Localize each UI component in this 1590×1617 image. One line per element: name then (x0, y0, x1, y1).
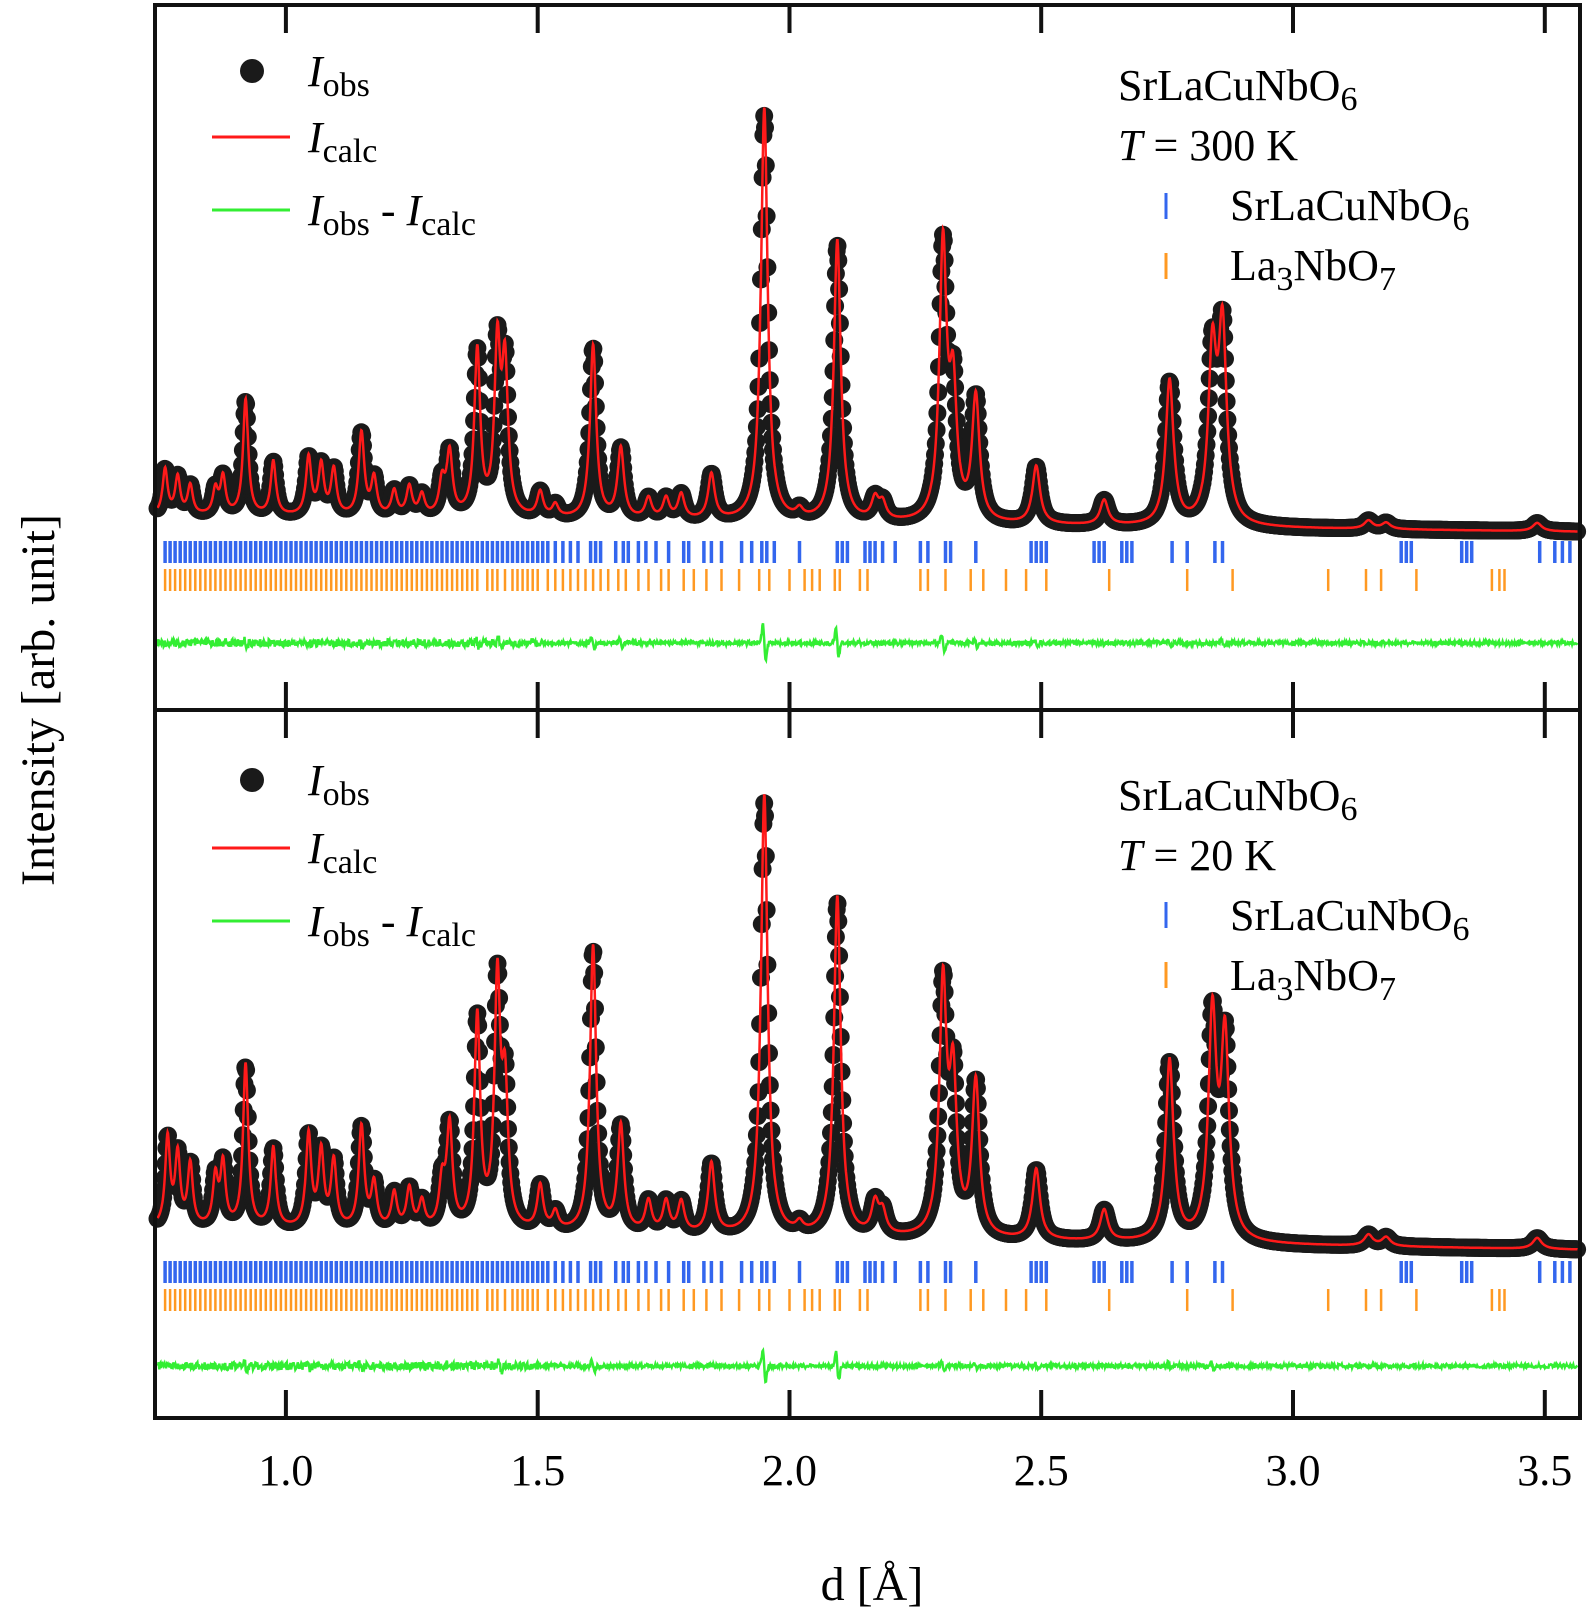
x-tick-labels: 1.0 1.5 2.0 2.5 3.0 3.5 (258, 1446, 1572, 1495)
x-tick-label: 1.0 (258, 1446, 313, 1495)
y-axis-title: Intensity [arb. unit] (12, 514, 65, 886)
panel-frame (153, 3, 1582, 712)
panel-top (148, 106, 1587, 665)
legend-diff-label: Iobs - Icalc (307, 897, 476, 954)
phase2-reflections (163, 569, 1506, 591)
phase1-reflections (163, 541, 1572, 563)
legend-obs-label: Iobs (307, 756, 370, 813)
legend-diff-label: Iobs - Icalc (307, 186, 476, 243)
temperature-label-top: T = 300 K (1118, 121, 1298, 170)
phase2-reflections (163, 1289, 1506, 1311)
x-axis-title: d [Å] (821, 1558, 924, 1611)
panel-bottom (148, 794, 1587, 1384)
x-tick-label: 2.0 (762, 1446, 817, 1495)
series-diff (156, 1346, 1579, 1384)
legend-phase2-label: La3NbO7 (1230, 241, 1396, 298)
series-diff (156, 622, 1579, 665)
panel-frame (153, 708, 1582, 1420)
series-calc (156, 107, 1578, 533)
legend-obs-label: Iobs (307, 47, 370, 104)
temperature-label-bottom: T = 20 K (1118, 831, 1276, 880)
legend-obs-marker (240, 59, 264, 83)
x-tick-label: 1.5 (510, 1446, 565, 1495)
x-tick-label: 2.5 (1014, 1446, 1069, 1495)
x-tick-label: 3.0 (1266, 1446, 1321, 1495)
legend-phase2-label: La3NbO7 (1230, 951, 1396, 1008)
plot-layer (148, 106, 1587, 1384)
x-tick-label: 3.5 (1517, 1446, 1572, 1495)
legend-calc-label: Icalc (307, 824, 377, 881)
compound-label-top: SrLaCuNbO6 (1118, 61, 1357, 118)
phase1-reflections (163, 1261, 1572, 1283)
compound-label-bottom: SrLaCuNbO6 (1118, 771, 1357, 828)
legend-obs-marker (240, 768, 264, 792)
legend-phase1-label: SrLaCuNbO6 (1230, 181, 1469, 238)
legend-calc-label: Icalc (307, 113, 377, 170)
legend-phase1-label: SrLaCuNbO6 (1230, 891, 1469, 948)
